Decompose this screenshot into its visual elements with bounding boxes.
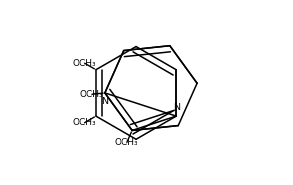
Text: N: N <box>173 103 180 112</box>
Text: N: N <box>101 97 108 106</box>
Text: OCH₃: OCH₃ <box>115 138 139 147</box>
Text: OCH₃: OCH₃ <box>73 59 96 68</box>
Text: OCH₃: OCH₃ <box>80 90 103 99</box>
Text: OCH₃: OCH₃ <box>73 118 96 127</box>
